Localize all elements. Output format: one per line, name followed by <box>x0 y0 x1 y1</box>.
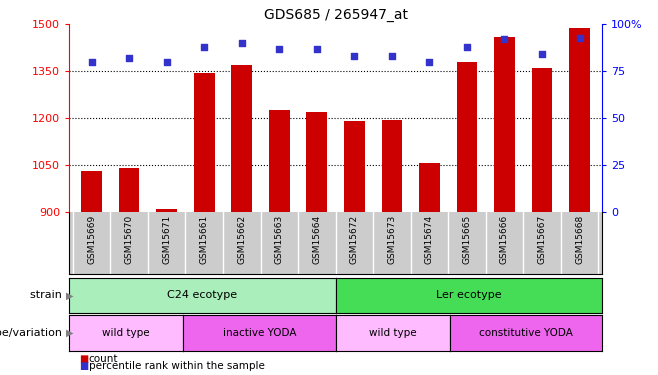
Text: C24 ecotype: C24 ecotype <box>167 290 238 300</box>
Bar <box>194 73 215 212</box>
Text: ■: ■ <box>79 361 88 370</box>
Point <box>311 46 322 52</box>
Text: GSM15670: GSM15670 <box>124 215 134 264</box>
Bar <box>344 121 365 212</box>
Point <box>161 59 172 65</box>
Text: wild type: wild type <box>103 328 150 338</box>
Point <box>499 36 510 42</box>
Point <box>199 44 209 50</box>
Text: inactive YODA: inactive YODA <box>222 328 296 338</box>
Bar <box>494 37 515 212</box>
Text: constitutive YODA: constitutive YODA <box>479 328 573 338</box>
Text: ■: ■ <box>79 354 88 364</box>
Text: GSM15661: GSM15661 <box>200 215 209 264</box>
Bar <box>232 65 252 212</box>
Point <box>424 59 435 65</box>
Point <box>349 53 360 59</box>
Bar <box>307 112 327 212</box>
Point <box>86 59 97 65</box>
Text: GSM15664: GSM15664 <box>313 215 321 264</box>
Text: GSM15669: GSM15669 <box>87 215 96 264</box>
Point <box>462 44 472 50</box>
Text: percentile rank within the sample: percentile rank within the sample <box>89 361 265 370</box>
Text: GSM15672: GSM15672 <box>350 215 359 264</box>
Text: Ler ecotype: Ler ecotype <box>436 290 501 300</box>
Text: wild type: wild type <box>369 328 417 338</box>
Text: genotype/variation: genotype/variation <box>0 328 66 338</box>
Bar <box>419 164 440 212</box>
Point <box>387 53 397 59</box>
Text: ▶: ▶ <box>66 290 73 300</box>
Point <box>537 51 547 57</box>
Text: ▶: ▶ <box>66 328 73 338</box>
Point <box>124 55 134 61</box>
Text: GSM15662: GSM15662 <box>238 215 246 264</box>
Bar <box>269 110 290 212</box>
Text: GSM15665: GSM15665 <box>463 215 471 264</box>
Text: GSM15667: GSM15667 <box>538 215 547 264</box>
Bar <box>532 68 552 212</box>
Text: GSM15673: GSM15673 <box>388 215 396 264</box>
Bar <box>82 171 102 212</box>
Bar <box>382 120 402 212</box>
Text: count: count <box>89 354 118 364</box>
Point <box>574 34 585 40</box>
Bar <box>457 62 477 212</box>
Bar <box>157 209 177 212</box>
Bar <box>119 168 139 212</box>
Text: GSM15671: GSM15671 <box>162 215 171 264</box>
Text: GSM15674: GSM15674 <box>425 215 434 264</box>
Text: GSM15666: GSM15666 <box>500 215 509 264</box>
Text: GSM15668: GSM15668 <box>575 215 584 264</box>
Text: GSM15663: GSM15663 <box>275 215 284 264</box>
Text: strain: strain <box>30 290 66 300</box>
Point <box>274 46 284 52</box>
Point <box>236 40 247 46</box>
Bar <box>569 27 590 212</box>
Title: GDS685 / 265947_at: GDS685 / 265947_at <box>264 8 407 22</box>
